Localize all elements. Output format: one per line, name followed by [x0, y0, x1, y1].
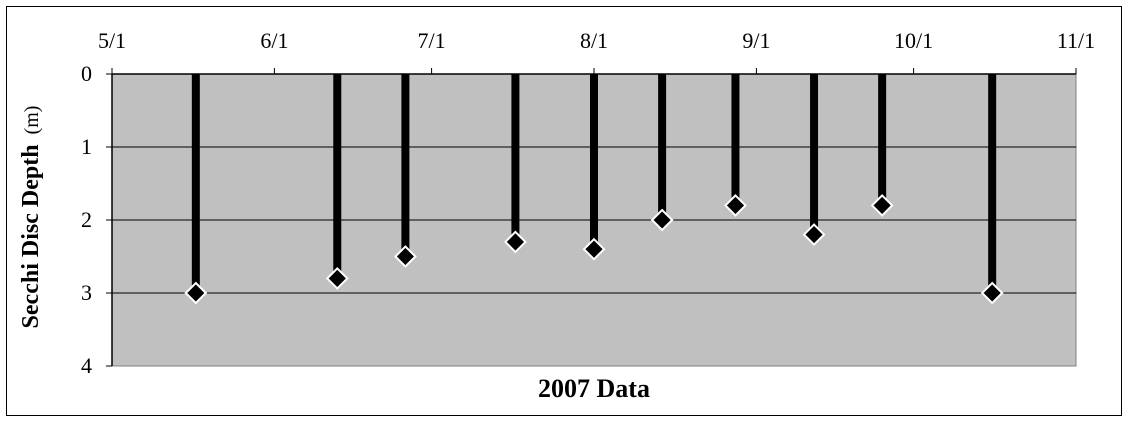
data-point [724, 193, 747, 217]
data-point [393, 245, 417, 268]
x-tick-label: 6/1 [260, 28, 288, 53]
data-point [870, 193, 894, 217]
y-tick-label: 0 [81, 61, 92, 86]
y-tick-label: 1 [81, 134, 92, 159]
axes: 0 1 2 3 4 5/1 6/1 7/1 8/1 9/1 10/1 11/1 [81, 28, 1095, 378]
x-tick-label: 5/1 [98, 28, 126, 53]
data-point [650, 208, 674, 232]
y-axis-title-unit: (m) [21, 106, 43, 135]
x-tick-label: 10/1 [894, 28, 933, 53]
data-point [503, 230, 527, 254]
y-tick-label: 2 [81, 207, 92, 232]
data-series [184, 74, 1004, 305]
x-tick-label: 9/1 [742, 28, 770, 53]
data-point [582, 237, 606, 261]
data-point [325, 266, 349, 290]
data-point [802, 223, 826, 247]
y-axis-title: Secchi Disc Depth (m) [18, 106, 44, 329]
x-tick-label: 8/1 [580, 28, 608, 53]
y-axis-title-main: Secchi Disc Depth [18, 144, 44, 328]
y-tick-label: 3 [81, 280, 92, 305]
x-tick-label: 7/1 [418, 28, 446, 53]
data-point [980, 281, 1004, 305]
data-point [184, 281, 208, 305]
x-axis-title: 2007 Data [538, 374, 650, 403]
x-tick-label: 11/1 [1057, 28, 1095, 53]
y-tick-label: 4 [81, 353, 92, 378]
